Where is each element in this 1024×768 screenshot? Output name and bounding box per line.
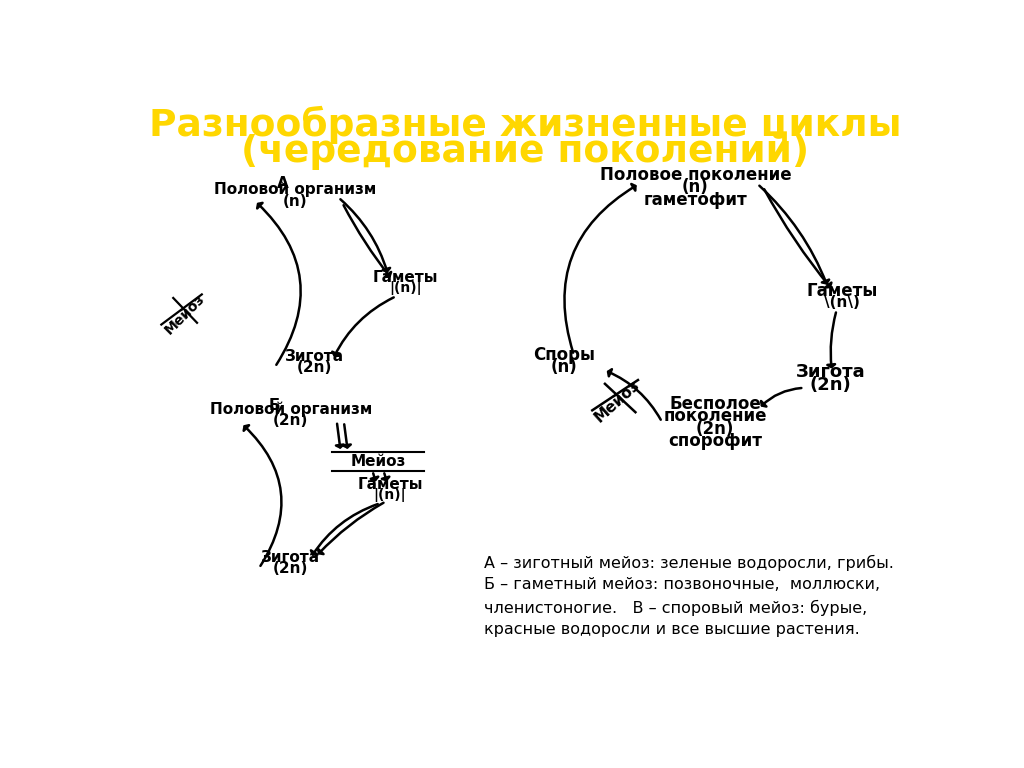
- Text: Разнообразные жизненные циклы: Разнообразные жизненные циклы: [148, 105, 901, 144]
- Text: (n): (n): [682, 177, 709, 196]
- Text: Половой организм: Половой организм: [210, 402, 372, 418]
- Text: Мейоз: Мейоз: [592, 377, 643, 425]
- Text: |(n)|: |(n)|: [374, 488, 407, 502]
- Text: Мейоз: Мейоз: [163, 291, 208, 336]
- Text: А – зиготный мейоз: зеленые водоросли, грибы.
Б – гаметный мейоз: позвоночные,  : А – зиготный мейоз: зеленые водоросли, г…: [483, 554, 893, 637]
- Text: Гаметы: Гаметы: [357, 478, 423, 492]
- Text: (n): (n): [551, 358, 578, 376]
- Text: (n): (n): [283, 194, 307, 209]
- Text: Половой организм: Половой организм: [214, 181, 376, 197]
- Text: поколение: поколение: [664, 407, 767, 425]
- Text: Мейоз: Мейоз: [350, 454, 406, 469]
- Text: Гаметы: Гаметы: [373, 270, 438, 286]
- Text: Зигота: Зигота: [261, 550, 321, 565]
- Text: Зигота: Зигота: [285, 349, 344, 364]
- Text: Половое поколение: Половое поколение: [600, 166, 792, 184]
- Text: Споры: Споры: [534, 346, 596, 364]
- Text: (2n): (2n): [273, 413, 308, 428]
- Text: (2n): (2n): [809, 376, 851, 395]
- Text: Зигота: Зигота: [796, 363, 865, 382]
- Text: Бесполое: Бесполое: [670, 396, 761, 413]
- Text: (чередование поколений): (чередование поколений): [241, 133, 809, 170]
- Text: (2n): (2n): [696, 420, 734, 439]
- Text: (2n): (2n): [297, 359, 332, 375]
- Text: \(n\): \(n\): [824, 295, 860, 310]
- Text: Б: Б: [269, 398, 281, 413]
- Text: |(n)|: |(n)|: [389, 282, 422, 296]
- Text: спорофит: спорофит: [669, 432, 762, 450]
- Text: (2n): (2n): [273, 561, 308, 576]
- Text: гаметофит: гаметофит: [643, 190, 748, 209]
- Text: А: А: [276, 177, 289, 191]
- Text: Гаметы: Гаметы: [807, 282, 878, 300]
